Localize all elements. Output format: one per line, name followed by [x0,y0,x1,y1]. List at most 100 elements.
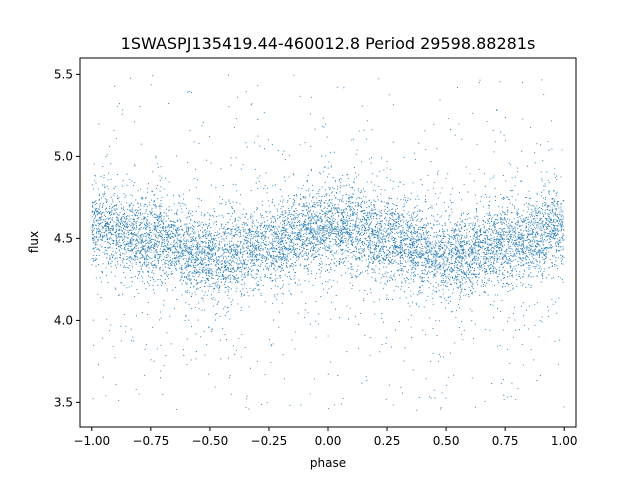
data-point [535,265,537,267]
data-point [144,348,146,350]
data-point [318,204,320,206]
data-point [421,292,423,294]
data-point [196,287,198,289]
data-point [453,235,456,237]
data-point [130,194,132,196]
data-point [483,241,485,243]
data-point [164,177,166,179]
data-point [216,234,218,236]
data-point [158,267,161,269]
data-point [522,218,524,220]
data-point [256,209,258,211]
data-point [178,257,180,260]
data-point [320,238,322,240]
data-point [489,329,491,331]
data-point [294,261,297,264]
data-point [267,248,269,251]
data-point [142,241,144,243]
data-point [419,228,421,230]
data-point [472,222,474,224]
data-point [92,258,94,260]
data-point [210,227,212,229]
data-point [224,230,226,232]
data-point [400,220,402,222]
data-point [482,251,484,254]
data-point [345,238,347,240]
data-point [555,228,557,230]
data-point [106,154,108,156]
data-point [391,224,393,226]
data-point [144,240,146,242]
data-point [103,194,105,196]
data-point [225,251,227,253]
data-point [242,256,244,258]
data-point [415,224,417,226]
data-point [365,228,367,230]
data-point [193,240,195,242]
data-point [94,204,96,206]
data-point [390,277,393,279]
data-point [469,256,471,258]
data-point [247,260,249,262]
data-point [371,268,373,270]
data-point [151,260,153,262]
data-point [352,226,354,228]
data-point [347,177,349,179]
data-point [201,309,203,311]
data-point [220,168,222,170]
data-point [534,209,536,211]
data-point [355,220,357,222]
data-point [411,233,413,235]
data-point [463,183,465,185]
data-point [158,223,160,225]
data-point [554,205,556,207]
data-point [260,237,262,239]
data-point [335,250,338,252]
data-point [314,204,316,206]
data-point [447,302,449,304]
data-point [287,200,289,202]
data-point [281,269,283,272]
data-point [291,218,293,220]
data-point [558,297,560,299]
data-point [449,214,451,216]
data-point [134,259,136,261]
data-point [415,215,417,217]
data-point [438,285,440,287]
data-point [361,271,364,273]
data-point [351,251,353,254]
data-point [435,287,437,289]
data-point [136,288,138,290]
data-point [96,214,98,216]
data-point [452,243,454,245]
data-point [297,284,299,286]
data-point [355,259,357,261]
data-point [384,206,386,208]
data-point [408,228,410,230]
data-point [502,272,504,274]
data-point [222,278,224,280]
data-point [125,223,127,225]
data-point [500,231,502,233]
data-point [222,250,224,252]
data-point [364,218,366,220]
data-point [558,214,560,216]
data-point [306,245,308,247]
data-point [377,227,379,229]
data-point [423,257,425,259]
data-point [385,342,387,344]
data-point [227,310,229,312]
data-point [403,210,405,212]
data-point [425,378,427,380]
data-point [199,223,201,225]
data-point [552,224,554,226]
data-point [164,266,166,268]
data-point [435,281,437,283]
data-point [215,239,217,242]
data-point [209,263,211,265]
data-point [373,268,375,270]
data-point [473,238,475,240]
data-point [558,246,560,248]
data-point [444,245,446,247]
data-point [319,226,321,228]
